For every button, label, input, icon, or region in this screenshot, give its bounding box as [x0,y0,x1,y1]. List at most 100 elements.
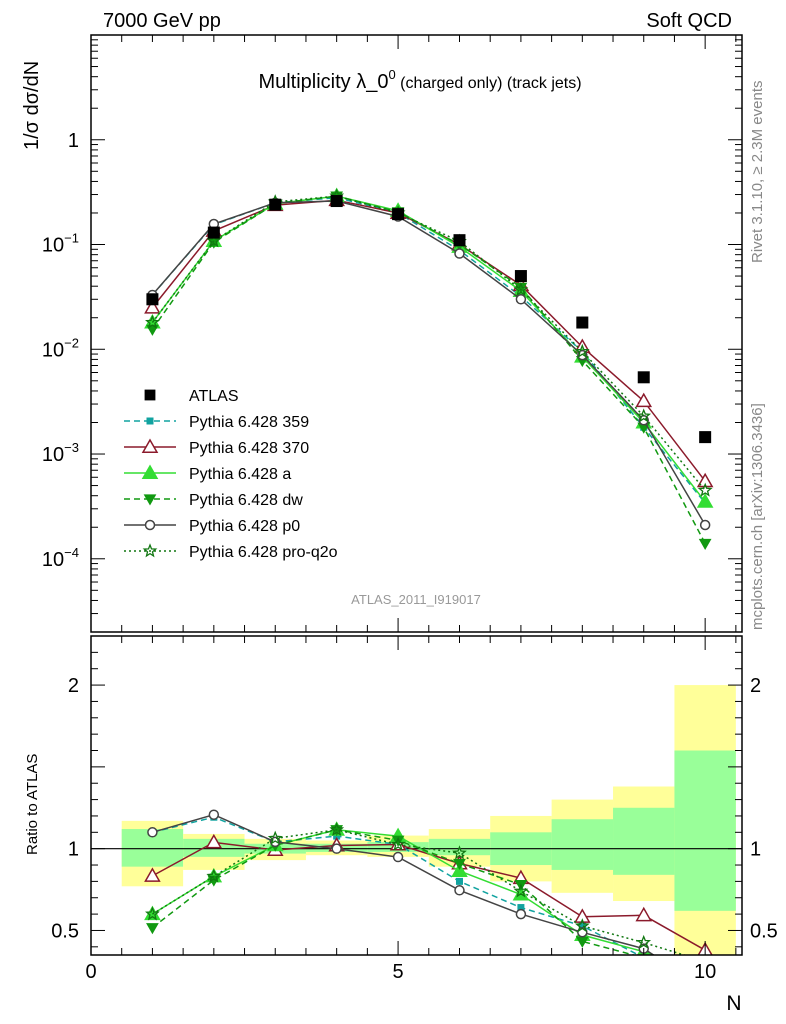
series-point-pythia-6-428-370 [635,392,653,408]
ratio-point-pythia-6-428-p0 [147,827,158,838]
series-line-pythia-6-428-dw [151,195,706,544]
y-tick-label-ratio-left: 1 [68,839,79,861]
plot-title-sup: 0 [388,67,395,82]
green-band-bin [551,819,614,870]
side-label-rivet: Rivet 3.1.10, ≥ 2.3M events [749,81,766,264]
ratio-point-pythia-6-428-p0 [208,809,220,820]
x-axis-title: N [726,992,741,1015]
y-tick-label-ratio-left: 0.5 [51,920,79,942]
ratio-point-pythia-6-428-370 [635,906,653,922]
y-tick-label-ratio-right: 2 [750,675,761,697]
side-label-mcplots: mcplots.cern.ch [arXiv:1306.3436] [749,403,766,630]
atlas-data-point [146,293,159,306]
atlas-data-point [637,371,650,384]
header-right: Soft QCD [646,10,732,32]
ratio-point-pythia-6-428-dw [453,858,466,871]
legend-entry: Pythia 6.428 370 [124,438,309,457]
legend-entry: ATLAS [144,388,239,405]
legend-label: Pythia 6.428 359 [189,414,309,431]
legend-label: Pythia 6.428 p0 [189,518,300,535]
ratio-point-pythia-6-428-pro-q2o [329,822,345,837]
legend-label: Pythia 6.428 pro-q2o [189,544,338,561]
ratio-point-pythia-6-428-pro-q2o [452,845,467,860]
ratio-point-pythia-6-428-p0 [454,885,465,896]
series-line-pythia-6-428-p0 [151,200,706,526]
y-tick-label-ratio-left: 2 [68,675,79,697]
ratio-panel-frame [90,635,743,956]
legend-entry: Pythia 6.428 359 [124,414,309,431]
legend-marker [144,389,156,401]
ratio-point-pythia-6-428-359 [517,904,525,912]
ratio-line-pythia-6-428-p0 [152,813,655,955]
green-band-bin [613,807,675,875]
y-tick-label-top: 10−1 [42,231,79,257]
series-point-pythia-6-428-370 [144,299,161,314]
y-tick-label-ratio-right: 1 [750,839,761,861]
ratio-point-pythia-6-428-pro-q2o [206,868,222,883]
ratio-plot-series [144,809,713,955]
atlas-data-point [576,316,589,329]
series-point-pythia-6-428-pro-q2o [574,343,590,358]
legend: ATLAS Pythia 6.428 359 Pythia 6.428 370 Pyt… [124,388,338,561]
ratio-point-pythia-6-428-dw [146,923,159,935]
ratio-point-pythia-6-428-359 [578,922,586,930]
x-tick-label: 0 [85,961,96,983]
ratio-point-pythia-6-428-p0 [515,908,527,920]
plot-title-main: Multiplicity λ_0 [258,71,388,93]
legend-entry: Pythia 6.428 pro-q2o [124,543,338,561]
ratio-point-pythia-6-428-a [451,862,468,877]
ratio-line-pythia-6-428-a [152,829,656,955]
atlas-data-point [207,226,220,239]
series-point-pythia-6-428-pro-q2o [513,281,529,297]
atlas-data-point [392,208,405,221]
series-point-pythia-6-428-p0 [699,519,711,531]
atlas-data-point [330,195,343,208]
legend-marker [144,519,156,531]
series-point-pythia-6-428-pro-q2o [697,482,713,497]
legend-marker [142,543,158,558]
legend-marker [143,494,157,506]
y-tick-label-top: 10−4 [42,545,79,571]
ratio-point-pythia-6-428-pro-q2o [574,918,590,933]
ratio-line-pythia-6-428-359 [152,816,641,955]
legend-entry: Pythia 6.428 dw [124,492,303,509]
ratio-point-pythia-6-428-370 [574,908,591,923]
series-point-pythia-6-428-p0 [454,248,465,259]
ratio-point-pythia-6-428-pro-q2o [636,934,652,949]
plot-title-rest: (charged only) (track jets) [396,75,582,92]
ratio-point-pythia-6-428-370 [144,867,161,882]
ratio-point-pythia-6-428-359 [455,877,463,885]
series-point-pythia-6-428-p0 [515,294,527,305]
top-panel-frame [90,34,743,633]
ratio-point-pythia-6-428-pro-q2o [267,830,283,845]
legend-label: Pythia 6.428 a [189,466,291,483]
ratio-point-pythia-6-428-370 [205,833,223,849]
y-tick-label-top: 10−3 [42,440,79,466]
y-tick-label-ratio-right: 0.5 [750,920,778,942]
main-plot-series [144,187,714,550]
atlas-data-point [269,198,282,211]
ratio-point-pythia-6-428-pro-q2o [390,836,406,851]
y-axis-title-top: 1/σ dσ/dN [21,61,43,150]
ratio-point-pythia-6-428-pro-q2o [513,883,529,898]
atlas-data-point [514,270,527,283]
legend-label: Pythia 6.428 370 [189,440,309,457]
legend-entry: Pythia 6.428 p0 [124,518,300,535]
series-point-pythia-6-428-pro-q2o [206,233,222,248]
series-line-pythia-6-428-359 [151,196,706,504]
series-point-pythia-6-428-pro-q2o [145,314,160,329]
legend-marker [141,438,159,453]
atlas-data-point [699,431,712,444]
ratio-line-pythia-6-428-pro-q2o [152,829,687,955]
y-tick-label-top: 10−2 [42,335,79,361]
series-point-pythia-6-428-pro-q2o [636,408,652,423]
ratio-point-pythia-6-428-dw [391,835,405,847]
legend-label: Pythia 6.428 dw [189,492,303,509]
ratio-point-pythia-6-428-p0 [392,851,404,863]
legend-label: ATLAS [189,388,239,405]
analysis-watermark: ATLAS_2011_I919017 [351,592,481,607]
x-tick-label: 5 [393,961,404,983]
plot-title: Multiplicity λ_00 (charged only) (track … [258,67,581,93]
axes: 0 5 10 10−4 10−3 10−2 10−1 1 0.5 0.5 1 1 2 2 [42,34,778,983]
